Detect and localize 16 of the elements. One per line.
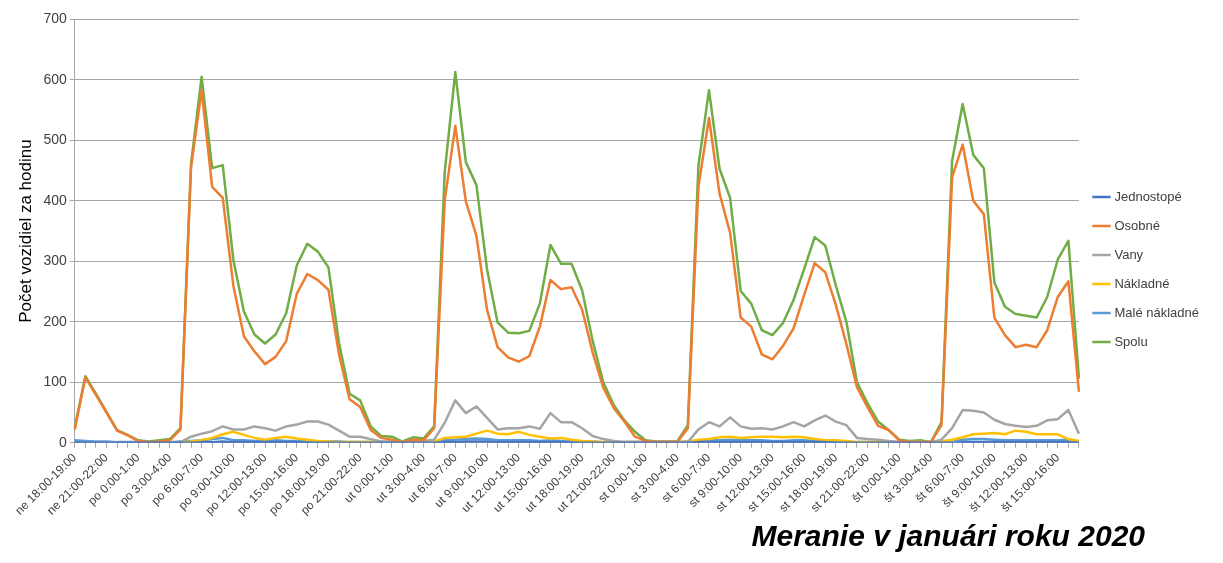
y-tick-label: 100 bbox=[43, 373, 67, 390]
legend-label: Spolu bbox=[1114, 333, 1148, 349]
y-axis-title: Počet vozidiel za hodinu bbox=[15, 139, 35, 323]
y-tick-label: 200 bbox=[43, 312, 67, 329]
legend-label: Vany bbox=[1114, 246, 1144, 262]
legend-label: Osobné bbox=[1114, 217, 1160, 233]
y-tick-label: 500 bbox=[43, 131, 67, 148]
legend-label: Jednostopé bbox=[1114, 188, 1182, 204]
y-tick-label: 300 bbox=[43, 252, 67, 269]
text: Meranie v januári roku 2020 bbox=[751, 519, 1145, 553]
y-tick-label: 0 bbox=[58, 433, 67, 450]
y-tick-label: 400 bbox=[43, 191, 67, 208]
legend-label: Nákladné bbox=[1114, 275, 1170, 291]
legend-label: Malé nákladné bbox=[1114, 304, 1200, 320]
y-tick-label: 700 bbox=[43, 10, 67, 27]
y-tick-label: 600 bbox=[43, 70, 67, 87]
